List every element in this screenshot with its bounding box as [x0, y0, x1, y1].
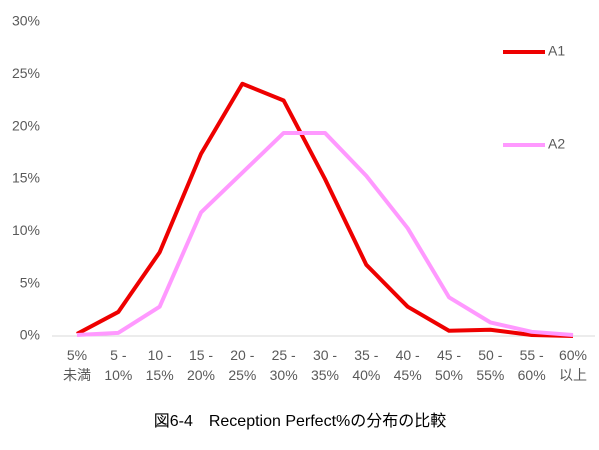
- x-tick-label: 25 - 30%: [270, 347, 298, 383]
- x-tick-line: 10%: [104, 367, 132, 383]
- x-tick-line: 55%: [476, 367, 504, 383]
- x-tick-label: 55 - 60%: [518, 347, 546, 383]
- legend-label: A2: [548, 136, 565, 152]
- x-tick-line: 10 -: [148, 347, 172, 363]
- x-tick-line: 15%: [146, 367, 174, 383]
- x-tick-line: 20%: [187, 367, 215, 383]
- y-tick-label: 30%: [12, 13, 40, 29]
- series-line: [76, 130, 574, 337]
- x-tick-line: 45 -: [437, 347, 461, 363]
- x-tick-line: 20 -: [230, 347, 254, 363]
- x-tick-label: 5 -10%: [104, 347, 132, 383]
- x-tick-line: 5%: [67, 347, 87, 363]
- x-tick-line: 以上: [559, 367, 587, 383]
- series-line: [76, 81, 574, 338]
- x-tick-line: 45%: [394, 367, 422, 383]
- x-tick-line: 35 -: [354, 347, 378, 363]
- x-tick-label: 50 - 55%: [476, 347, 504, 383]
- x-tick-line: 25 -: [272, 347, 296, 363]
- x-tick-line: 60%: [559, 347, 587, 363]
- chart-title: 図6-4 Reception Perfect%の分布の比較: [154, 412, 447, 430]
- x-tick-label: 60% 以上: [559, 347, 587, 383]
- x-tick-line: 35%: [311, 367, 339, 383]
- x-tick-line: 60%: [518, 367, 546, 383]
- y-tick-label: 15%: [12, 170, 40, 186]
- x-tick-label: 30 - 35%: [311, 347, 339, 383]
- x-tick-line: 30%: [270, 367, 298, 383]
- x-tick-label: 40 - 45%: [394, 347, 422, 383]
- x-tick-line: 30 -: [313, 347, 337, 363]
- x-tick-label: 35 - 40%: [352, 347, 380, 383]
- y-tick-label: 20%: [12, 117, 40, 133]
- x-tick-line: 40%: [352, 367, 380, 383]
- y-tick-label: 0%: [20, 327, 40, 343]
- x-tick-label: 5% 未満: [63, 347, 91, 383]
- x-tick-line: 未満: [63, 367, 91, 383]
- x-tick-line: 25%: [228, 367, 256, 383]
- x-tick-line: 40 -: [396, 347, 420, 363]
- y-tick-label: 10%: [12, 222, 40, 238]
- x-tick-line: 50 -: [478, 347, 502, 363]
- x-tick-label: 45 - 50%: [435, 347, 463, 383]
- y-tick-label: 25%: [12, 65, 40, 81]
- x-tick-line: 5 -: [110, 347, 127, 363]
- legend-label: A1: [548, 43, 565, 59]
- x-tick-label: 10 - 15%: [146, 347, 174, 383]
- x-tick-label: 20 - 25%: [228, 347, 256, 383]
- x-tick-line: 55 -: [520, 347, 544, 363]
- x-tick-label: 15 - 20%: [187, 347, 215, 383]
- y-tick-label: 5%: [20, 274, 40, 290]
- x-tick-line: 50%: [435, 367, 463, 383]
- x-tick-line: 15 -: [189, 347, 213, 363]
